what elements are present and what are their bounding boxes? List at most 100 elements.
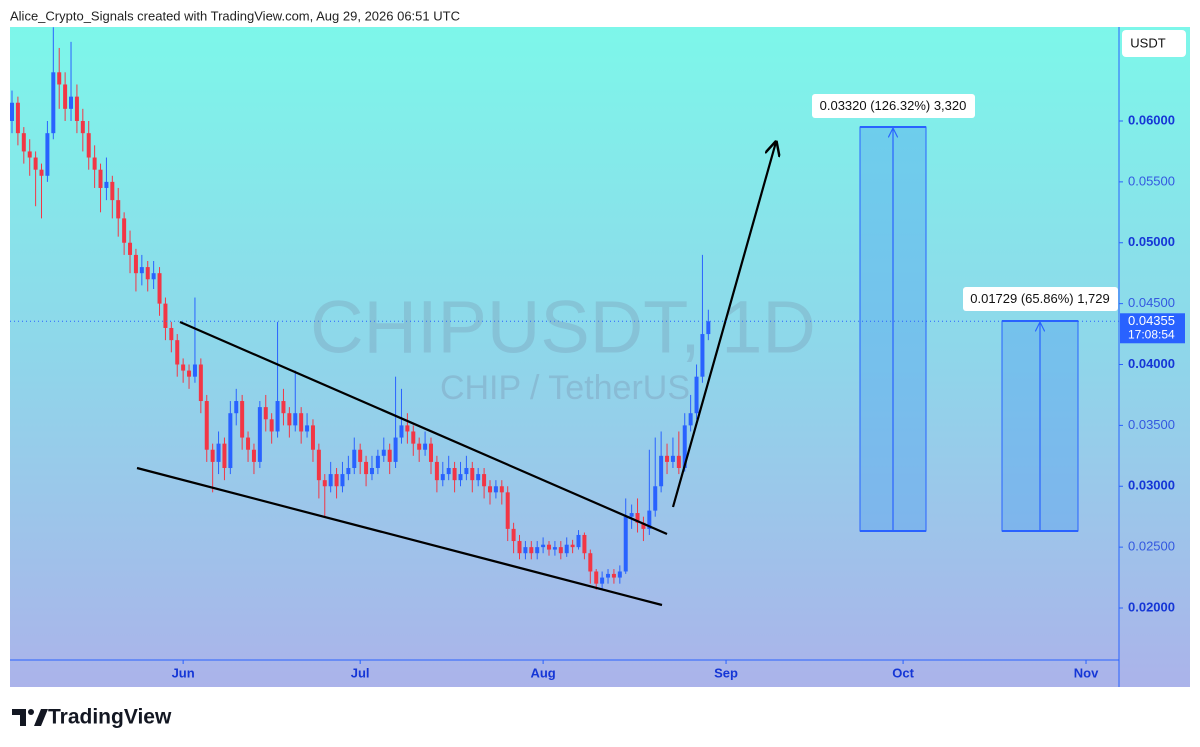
candle-body xyxy=(281,401,286,414)
candle-body xyxy=(187,370,192,377)
measure-label-box xyxy=(963,287,1118,311)
candle-body xyxy=(287,413,292,426)
candle-body xyxy=(594,571,599,584)
candle-body xyxy=(340,474,345,487)
candle-body xyxy=(541,544,546,548)
candle-body xyxy=(423,443,428,450)
candle-body xyxy=(192,364,197,377)
candle-body xyxy=(234,401,239,414)
candle-body xyxy=(21,133,26,152)
x-tick-label: Jun xyxy=(172,665,195,680)
y-tick-label: 0.05500 xyxy=(1128,173,1175,188)
measure-label-box xyxy=(812,94,975,118)
candle-body xyxy=(116,200,121,219)
candle-body xyxy=(611,573,616,578)
logo: TradingView xyxy=(12,706,172,729)
plot-background xyxy=(10,27,1190,687)
candle-body xyxy=(552,547,557,550)
candle-body xyxy=(204,401,209,450)
candle-body xyxy=(334,474,339,487)
candle-body xyxy=(63,84,68,109)
candle-body xyxy=(358,449,363,462)
candle-body xyxy=(417,443,422,450)
upper-trend-line xyxy=(179,320,668,536)
candle-body xyxy=(122,218,127,243)
candle-body xyxy=(316,449,321,481)
candle-body xyxy=(275,401,280,432)
candle-body xyxy=(629,513,634,517)
candle-body xyxy=(322,480,327,487)
attribution: Alice_Crypto_Signals created with Tradin… xyxy=(10,8,460,23)
candle-body xyxy=(659,455,664,487)
candle-body xyxy=(310,425,315,450)
candle-body xyxy=(145,267,150,280)
candle-body xyxy=(482,474,487,487)
y-tick-label: 0.04000 xyxy=(1128,356,1175,371)
candle-body xyxy=(635,513,640,523)
candle-body xyxy=(381,449,386,456)
x-tick-label: Sep xyxy=(714,665,738,680)
countdown: 17:08:54 xyxy=(1128,327,1175,341)
candle-body xyxy=(470,467,475,481)
candle-body xyxy=(27,151,32,158)
candle-body xyxy=(222,443,227,468)
candle-body xyxy=(600,577,605,584)
candle-body xyxy=(369,467,374,475)
candle-body xyxy=(694,376,699,414)
candle-body xyxy=(393,437,398,462)
candle-body xyxy=(364,461,369,475)
candle-body xyxy=(440,474,445,481)
candle-body xyxy=(169,327,174,341)
candle-body xyxy=(15,102,20,134)
y-tick-label: 0.06000 xyxy=(1128,112,1175,127)
candle-body xyxy=(69,96,74,109)
candle-body xyxy=(104,181,109,188)
candle-body xyxy=(487,486,492,493)
last-price-tag xyxy=(1120,313,1185,344)
watermark-symbol: CHIPUSDT, 1D xyxy=(310,286,816,369)
candle-body xyxy=(346,467,351,475)
candle-body xyxy=(588,553,593,572)
lower-trend-line xyxy=(136,466,663,607)
candle-body xyxy=(458,474,463,481)
candle-body xyxy=(198,364,203,402)
candle-body xyxy=(511,528,516,542)
candle-body xyxy=(700,334,705,377)
y-tick-label: 0.02500 xyxy=(1128,539,1175,554)
watermark-name: CHIP / TetherUS xyxy=(440,369,690,407)
candle-body xyxy=(576,534,581,548)
candle-body xyxy=(110,181,115,201)
candle-body xyxy=(45,133,50,176)
candle-body xyxy=(682,425,687,468)
candle-body xyxy=(547,544,552,550)
candle-body xyxy=(133,254,138,274)
candle-body xyxy=(493,486,498,493)
candle-body xyxy=(428,443,433,462)
candle-body xyxy=(665,455,670,462)
candle-body xyxy=(151,273,156,280)
y-tick-label: 0.04500 xyxy=(1128,295,1175,310)
x-tick-label: Aug xyxy=(530,665,555,680)
candle-body xyxy=(57,72,62,85)
candle-body xyxy=(163,303,168,328)
candle-body xyxy=(352,449,357,468)
candle-body xyxy=(305,425,310,432)
candle-body xyxy=(653,486,658,511)
candle-body xyxy=(476,474,481,481)
candle-body xyxy=(558,547,563,554)
candle-body xyxy=(570,544,575,548)
candle-body xyxy=(582,534,587,554)
candle-body xyxy=(269,419,274,432)
candle-body xyxy=(257,407,262,462)
candle-body xyxy=(535,547,540,554)
candle-body xyxy=(175,340,180,365)
candle-body xyxy=(647,510,652,529)
measure-label: 0.03320 (126.32%) 3,320 xyxy=(820,98,967,113)
candle-body xyxy=(452,467,457,481)
logo-mark xyxy=(28,709,34,715)
x-tick-label: Oct xyxy=(892,665,914,680)
candle-body xyxy=(564,544,569,554)
candle-body xyxy=(464,467,469,475)
candle-body xyxy=(128,242,133,255)
